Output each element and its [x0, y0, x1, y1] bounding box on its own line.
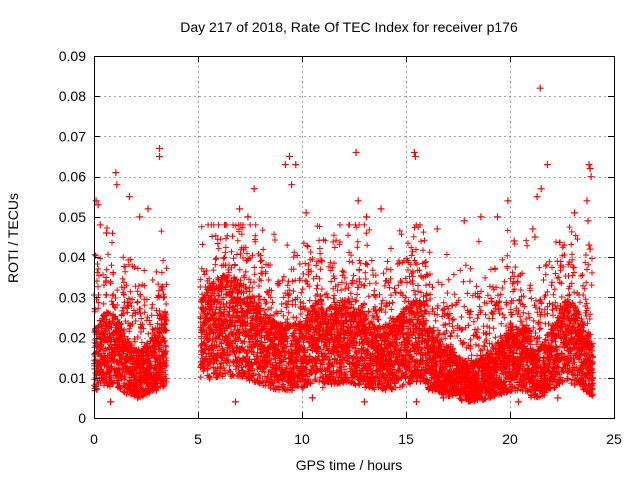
roti-point [288, 181, 296, 189]
roti-point [102, 229, 110, 237]
roti-point [554, 394, 562, 402]
roti-point [231, 398, 239, 406]
y-tick-label: 0.01 [59, 370, 86, 386]
x-tick-label: 20 [502, 431, 518, 447]
roti-point [410, 149, 418, 157]
y-tick-label: 0.07 [59, 128, 86, 144]
y-tick-label: 0.09 [59, 48, 86, 64]
x-axis-label: GPS time / hours [296, 457, 403, 473]
x-tick-label: 5 [194, 431, 202, 447]
roti-point [412, 398, 420, 406]
chart-title: Day 217 of 2018, Rate Of TEC Index for r… [180, 19, 518, 35]
roti-point [570, 209, 578, 217]
roti-point [460, 217, 468, 225]
y-tick-label: 0.03 [59, 289, 86, 305]
x-tick-label: 15 [398, 431, 414, 447]
roti-point [96, 221, 104, 229]
roti-point [514, 398, 522, 406]
roti-point [529, 225, 537, 233]
roti-point [134, 394, 142, 402]
roti-point [94, 201, 102, 209]
roti-point [352, 149, 360, 157]
roti-point [560, 241, 568, 249]
roti-point [504, 197, 512, 205]
roti-point [125, 193, 133, 201]
roti-point [439, 394, 447, 402]
roti-point [586, 165, 594, 173]
roti-point [543, 161, 551, 169]
roti-point [377, 205, 385, 213]
roti-point [107, 398, 115, 406]
y-axis-label: ROTI / TECUs [5, 193, 21, 283]
roti-point [584, 217, 592, 225]
y-tick-label: 0.02 [59, 330, 86, 346]
roti-point [136, 213, 144, 221]
x-tick-labels: 0 5 10 15 20 25 [90, 431, 622, 447]
roti-point [156, 145, 164, 153]
roti-point [144, 205, 152, 213]
x-tick-label: 0 [90, 431, 98, 447]
data-points [91, 84, 596, 406]
x-tick-label: 10 [294, 431, 310, 447]
roti-point [583, 197, 591, 205]
roti-point [360, 398, 368, 406]
roti-point [362, 213, 370, 221]
roti-point [477, 213, 485, 221]
roti-point [113, 181, 121, 189]
roti-point [302, 209, 310, 217]
y-tick-label: 0.05 [59, 209, 86, 225]
roti-point [250, 185, 258, 193]
roti-point [308, 394, 316, 402]
axis-ticks [94, 56, 615, 419]
roti-point [587, 173, 595, 181]
roti-point [510, 237, 518, 245]
roti-point [531, 233, 539, 241]
roti-point [585, 241, 593, 249]
roti-point [536, 84, 544, 92]
roti-point [354, 197, 362, 205]
roti-point [494, 213, 502, 221]
x-tick-label: 25 [606, 431, 622, 447]
roti-point [537, 185, 545, 193]
roti-point [533, 193, 541, 201]
y-tick-label: 0.04 [59, 249, 86, 265]
y-tick-label: 0 [78, 410, 86, 426]
roti-point [92, 197, 100, 205]
y-tick-label: 0.08 [59, 88, 86, 104]
roti-point [156, 153, 164, 161]
roti-point [286, 153, 294, 161]
roti-point [411, 153, 419, 161]
roti-point [586, 245, 594, 253]
roti-point [281, 161, 289, 169]
plot-frame [94, 56, 615, 419]
roti-point [236, 205, 244, 213]
roti-point-cloud [91, 221, 596, 405]
roti-point [433, 225, 441, 233]
roti-point [244, 213, 252, 221]
roti-point [112, 169, 120, 177]
roti-point [292, 161, 300, 169]
roti-point [585, 161, 593, 169]
y-tick-labels: 0 0.01 0.02 0.03 0.04 0.05 0.06 0.07 0.08 0.09 [59, 48, 86, 426]
y-tick-label: 0.06 [59, 169, 86, 185]
